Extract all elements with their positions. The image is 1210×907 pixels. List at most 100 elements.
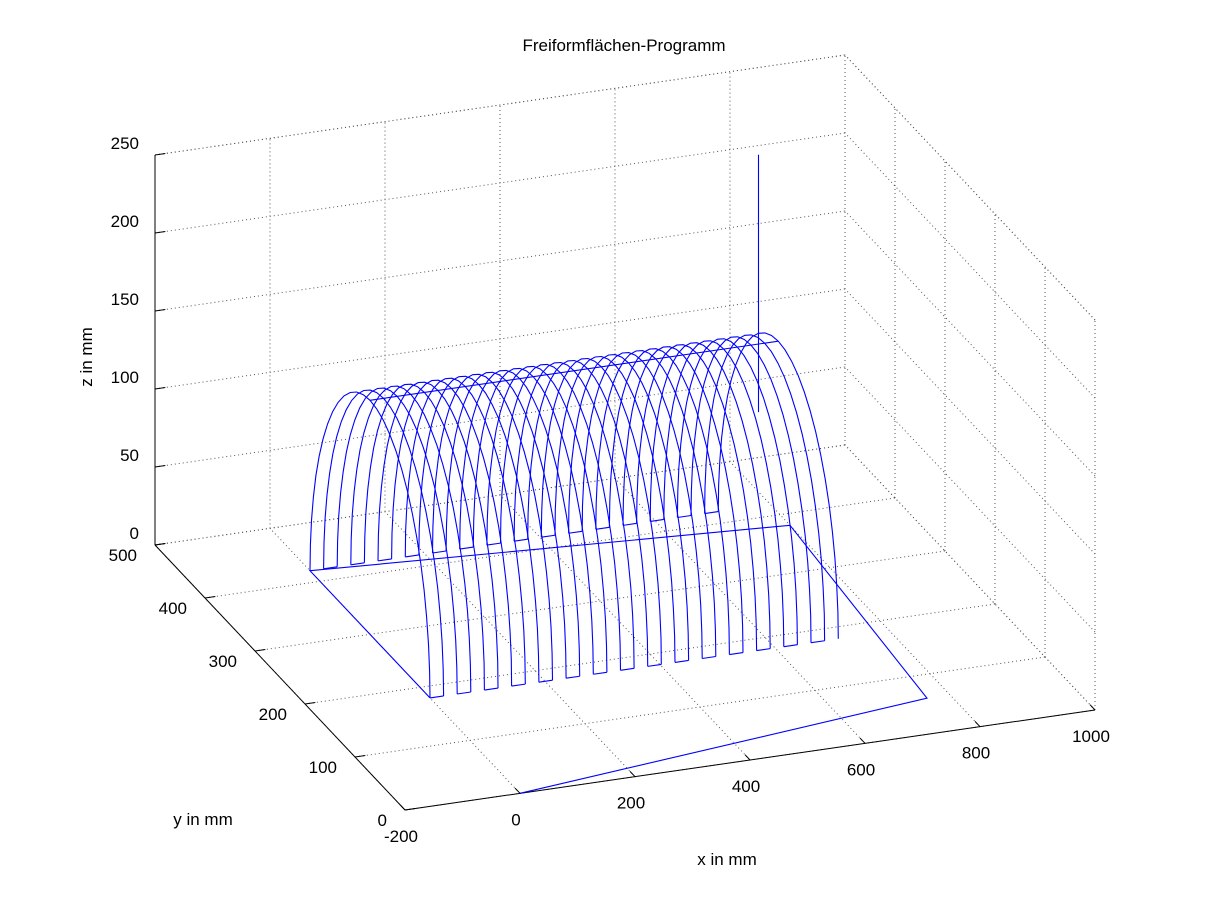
y-axis-line: [154, 544, 406, 811]
surface-link: [729, 652, 744, 656]
surface-arch: [336, 387, 458, 695]
x-tick-mark: [514, 787, 521, 794]
grid-line: [154, 444, 846, 546]
surface-link: [622, 522, 637, 526]
surface-link: [459, 546, 474, 550]
z-tick-mark: [154, 309, 166, 312]
axes-box: [154, 54, 1096, 811]
y-tick-label: 200: [259, 705, 287, 724]
z-tick-label: 0: [130, 524, 139, 543]
z-tick-label: 150: [111, 290, 139, 309]
surface-arch: [486, 365, 608, 673]
grid: [154, 54, 1096, 811]
surface-arch: [513, 361, 635, 669]
z-tick-mark: [154, 543, 166, 546]
surface-link: [702, 655, 716, 660]
surface-arch: [404, 377, 526, 685]
grid-line: [384, 511, 636, 778]
surface-arch: [554, 355, 676, 663]
z-tick-label: 100: [111, 368, 139, 387]
x-tick-mark: [629, 771, 636, 778]
y-axis-label: y in mm: [173, 810, 233, 829]
surface-arch: [431, 373, 554, 681]
z-tick-mark: [154, 231, 166, 234]
surface-arch: [704, 334, 826, 641]
surface-link: [650, 518, 664, 522]
surface-link: [511, 683, 526, 687]
surface-arch: [418, 375, 540, 683]
surface-link: [514, 538, 528, 542]
tick-labels: -200020040060080010000100200300400500050…: [109, 134, 1110, 846]
grid-line: [154, 132, 846, 234]
z-tick-label: 50: [120, 446, 139, 465]
tool-path-line: [308, 524, 928, 794]
box-edge: [844, 54, 1096, 321]
surface-arch: [595, 350, 717, 657]
surface-arch: [309, 391, 431, 698]
surface-link: [677, 514, 692, 519]
data-lines: [308, 154, 928, 794]
grid-line: [154, 288, 846, 390]
surface-arch: [445, 371, 567, 679]
grid-line: [154, 366, 846, 468]
x-tick-mark: [399, 804, 406, 811]
surface-link: [457, 691, 471, 695]
z-tick-label: 250: [111, 134, 139, 153]
surface-link: [350, 562, 365, 566]
grid-line: [154, 210, 846, 312]
x-tick-mark: [744, 754, 751, 761]
x-tick-mark: [974, 721, 981, 728]
surface-link: [377, 558, 392, 562]
x-tick-label: 1000: [1072, 727, 1110, 746]
surface-arch: [676, 338, 798, 645]
surface-arch: [690, 336, 812, 643]
surface-arch: [391, 379, 513, 687]
y-tick-label: 0: [378, 811, 387, 830]
surface-arch: [622, 346, 744, 653]
surface-arch: [363, 383, 485, 691]
y-tick-mark: [304, 702, 316, 705]
x-tick-label: 400: [732, 777, 760, 796]
grid-line: [844, 132, 1096, 399]
x-axis-label: x in mm: [697, 850, 757, 869]
surface-arch: [323, 389, 445, 697]
surface-ridge: [369, 340, 779, 401]
surface-arch: [540, 357, 662, 665]
y-tick-mark: [404, 808, 416, 811]
surface-arch: [608, 348, 730, 655]
surface-arch: [636, 344, 758, 651]
box-edge: [154, 54, 846, 156]
y-tick-mark: [354, 755, 366, 758]
grid-line: [844, 210, 1096, 477]
surface-arch: [581, 352, 703, 659]
surface-arch: [568, 354, 690, 661]
surface-link: [595, 526, 610, 530]
surface-link: [405, 554, 419, 558]
surface-link: [593, 671, 607, 675]
surface-arch: [649, 342, 771, 649]
z-axis-label: z in mm: [77, 327, 96, 387]
surface-link: [538, 679, 553, 683]
grid-line: [844, 444, 1096, 711]
x-tick-label: 200: [617, 794, 645, 813]
y-tick-mark: [204, 596, 216, 599]
x-tick-label: -200: [384, 827, 418, 846]
y-tick-label: 100: [309, 758, 337, 777]
surface-link: [647, 663, 662, 667]
x-tick-label: 0: [511, 810, 520, 829]
y-tick-label: 500: [109, 546, 137, 565]
surface-arch: [717, 332, 839, 639]
surface-arch: [459, 369, 581, 677]
surface-arch: [350, 385, 472, 693]
surface-link: [810, 640, 825, 644]
x-tick-label: 600: [847, 760, 875, 779]
surface-link: [541, 534, 556, 538]
grid-line: [354, 656, 1046, 758]
x-tick-label: 800: [962, 744, 990, 763]
grid-line: [269, 527, 521, 794]
surface-link: [566, 675, 580, 679]
z-tick-mark: [154, 465, 166, 468]
surface-arch: [527, 359, 649, 667]
grid-line: [844, 288, 1096, 555]
